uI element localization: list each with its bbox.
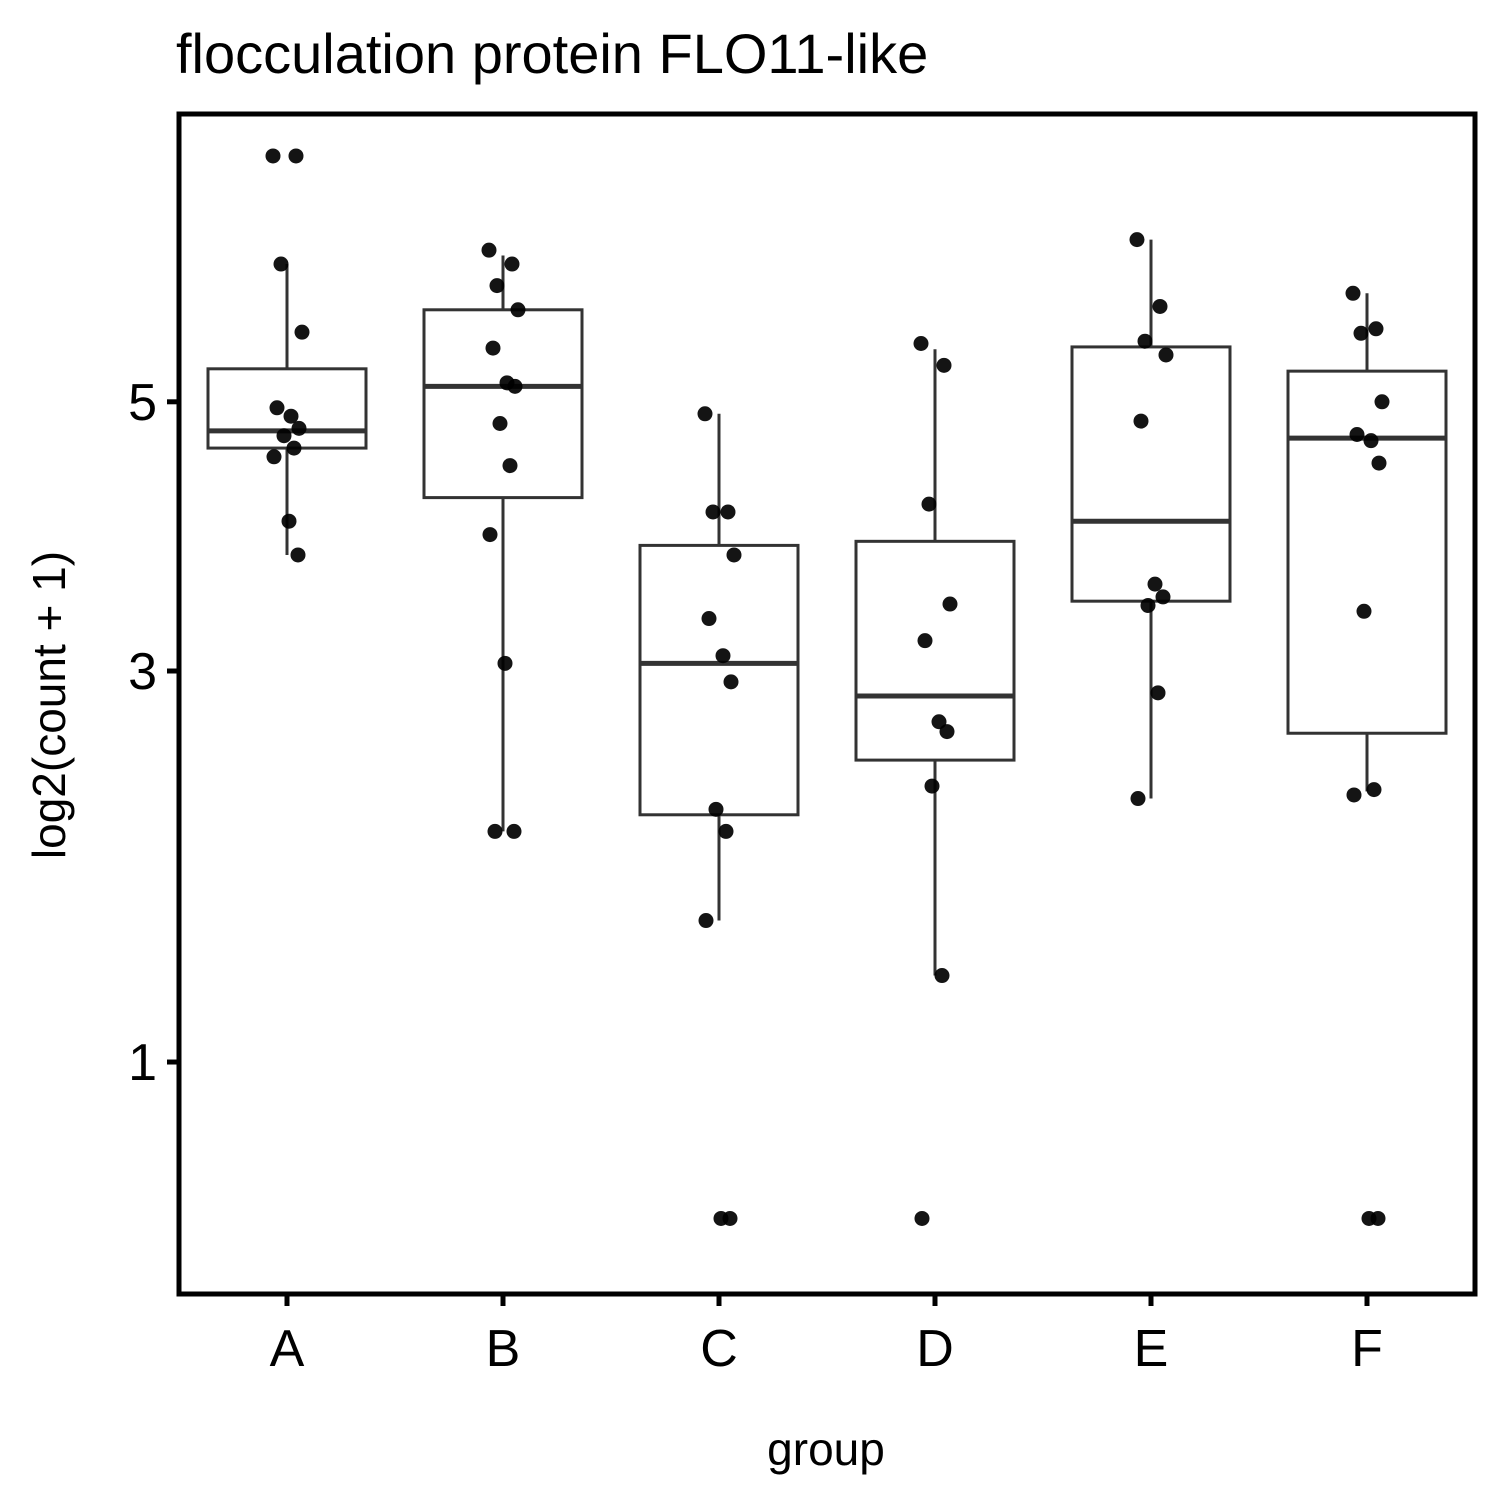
data-point	[276, 428, 292, 444]
data-point	[913, 336, 929, 352]
data-point	[1137, 333, 1153, 349]
data-point	[698, 913, 714, 929]
y-axis-title: log2(count + 1)	[23, 551, 75, 859]
data-point	[1371, 455, 1387, 471]
box-iqr	[1286, 369, 1448, 735]
data-point	[283, 408, 299, 424]
points-A	[265, 148, 310, 563]
y-tick-label: 5	[128, 374, 157, 432]
data-point	[942, 596, 958, 612]
data-point	[705, 504, 721, 520]
data-point	[487, 823, 503, 839]
x-tick-label: B	[486, 1320, 521, 1378]
data-point	[1147, 576, 1163, 592]
data-point	[1129, 232, 1145, 248]
data-point	[1356, 603, 1372, 619]
data-point	[715, 648, 731, 664]
data-point	[1349, 426, 1365, 442]
data-point	[697, 406, 713, 422]
data-point	[720, 504, 736, 520]
box-E	[1070, 239, 1232, 799]
data-point	[722, 1210, 738, 1226]
data-point	[1374, 394, 1390, 410]
data-point	[273, 256, 289, 272]
data-point	[291, 420, 307, 436]
data-point	[497, 655, 513, 671]
data-point	[1346, 787, 1362, 803]
data-point	[726, 547, 742, 563]
data-point	[288, 148, 304, 164]
x-tick-label: A	[270, 1320, 305, 1378]
data-point	[266, 449, 282, 465]
points-E	[1129, 232, 1174, 807]
data-point	[708, 801, 724, 817]
data-point	[482, 527, 498, 543]
data-point	[294, 324, 310, 340]
data-point	[1370, 1210, 1386, 1226]
box-D	[854, 349, 1016, 976]
data-point	[492, 415, 508, 431]
y-tick-label: 1	[128, 1034, 157, 1092]
data-point	[1366, 782, 1382, 798]
x-tick-label: F	[1351, 1320, 1383, 1378]
box-C	[638, 413, 800, 921]
data-point	[1345, 285, 1361, 301]
data-point	[1140, 597, 1156, 613]
data-point	[1155, 589, 1171, 605]
data-point	[489, 278, 505, 294]
data-point	[481, 242, 497, 258]
data-point	[718, 823, 734, 839]
box-B	[422, 255, 584, 832]
data-point	[723, 674, 739, 690]
box-iqr	[422, 308, 584, 500]
data-point	[265, 148, 281, 164]
data-point	[1152, 298, 1168, 314]
x-tick-label: D	[916, 1320, 954, 1378]
data-point	[914, 1210, 930, 1226]
data-point	[1130, 791, 1146, 807]
data-point	[1363, 433, 1379, 449]
data-point	[924, 778, 940, 794]
data-point	[506, 823, 522, 839]
box-A	[206, 264, 368, 555]
points-D	[913, 336, 958, 1226]
x-tick-label: E	[1134, 1320, 1169, 1378]
data-point	[934, 968, 950, 984]
data-point	[510, 302, 526, 318]
data-point	[269, 400, 285, 416]
points-C	[697, 406, 742, 1226]
plot-panel-border	[176, 111, 1478, 1297]
x-tick-label: C	[700, 1320, 738, 1378]
data-point	[921, 496, 937, 512]
data-point	[502, 458, 518, 474]
data-point	[917, 633, 933, 649]
data-point	[939, 724, 955, 740]
box-iqr	[638, 543, 800, 817]
data-point	[286, 440, 302, 456]
data-point	[281, 513, 297, 529]
y-tick-label: 3	[128, 643, 157, 701]
data-point	[1133, 413, 1149, 429]
data-point	[936, 357, 952, 373]
plot-area: 1 3 5 A B C D E F	[128, 111, 1478, 1378]
data-point	[1158, 347, 1174, 363]
points-F	[1345, 285, 1390, 1226]
data-point	[507, 378, 523, 394]
box-F	[1286, 293, 1448, 792]
points-B	[481, 242, 526, 839]
data-point	[1150, 685, 1166, 701]
data-point	[1353, 325, 1369, 341]
data-point	[701, 611, 717, 627]
data-point	[1368, 321, 1384, 337]
box-iqr	[1070, 345, 1232, 603]
data-point	[485, 340, 501, 356]
data-point	[504, 256, 520, 272]
chart-title: flocculation protein FLO11-like	[176, 22, 928, 85]
x-axis-title: group	[767, 1423, 885, 1475]
data-point	[290, 547, 306, 563]
